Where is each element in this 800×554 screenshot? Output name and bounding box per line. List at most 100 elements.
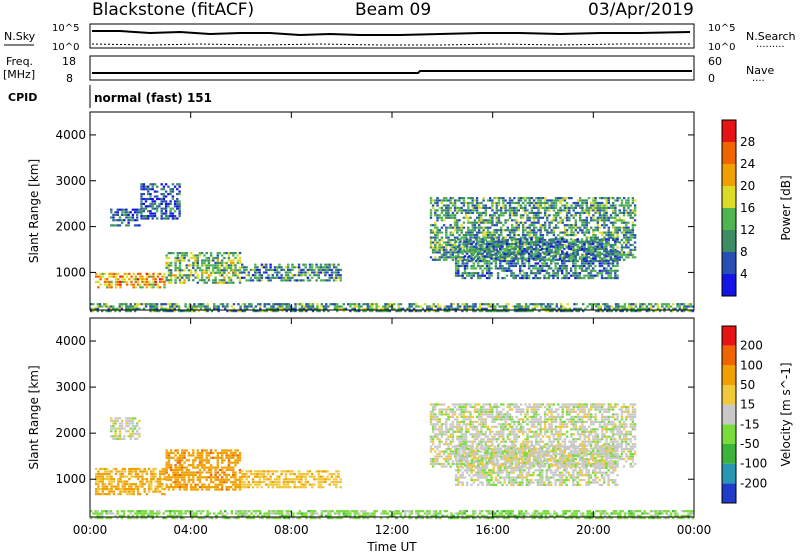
data-cell xyxy=(431,460,435,463)
data-cell xyxy=(431,423,435,426)
data-cell xyxy=(443,310,446,313)
data-cell xyxy=(397,303,400,306)
data-cell xyxy=(614,221,617,224)
data-cell xyxy=(522,216,525,219)
data-cell xyxy=(598,252,601,255)
data-cell xyxy=(581,199,584,202)
data-cell xyxy=(258,276,261,279)
data-cell xyxy=(358,307,361,310)
data-cell xyxy=(449,248,452,251)
data-cell xyxy=(158,483,162,486)
data-cell xyxy=(460,256,463,259)
data-cell xyxy=(205,256,208,260)
data-cell xyxy=(590,206,593,209)
data-cell xyxy=(207,279,211,282)
data-cell xyxy=(576,274,579,277)
data-cell xyxy=(513,206,516,209)
data-cell xyxy=(289,268,292,271)
data-cell xyxy=(178,259,182,262)
data-cell xyxy=(349,310,352,313)
data-cell xyxy=(169,215,172,218)
data-cell xyxy=(308,268,312,271)
colorbar-segment xyxy=(722,164,736,186)
data-cell xyxy=(645,305,649,308)
data-cell xyxy=(171,307,174,310)
data-cell xyxy=(311,276,314,279)
data-cell xyxy=(545,250,548,253)
data-cell xyxy=(568,226,571,229)
colorbar-segment xyxy=(722,208,736,230)
data-cell xyxy=(112,485,116,488)
data-cell xyxy=(598,238,602,242)
data-cell xyxy=(167,488,171,491)
data-cell xyxy=(609,221,613,224)
data-cell xyxy=(293,266,296,269)
data-cell xyxy=(440,455,444,458)
data-cell xyxy=(590,253,593,256)
data-cell xyxy=(477,257,480,260)
data-cell xyxy=(480,206,483,209)
data-cell xyxy=(142,217,145,220)
data-cell xyxy=(297,266,301,269)
data-cell xyxy=(201,271,204,274)
data-cell xyxy=(480,219,483,222)
data-cell xyxy=(167,459,171,462)
data-cell xyxy=(216,461,219,464)
data-cell xyxy=(150,472,153,476)
data-cell xyxy=(451,211,455,214)
data-cell xyxy=(282,486,285,489)
data-cell xyxy=(280,470,283,473)
data-cell xyxy=(251,478,255,481)
data-cell xyxy=(388,310,392,313)
data-cell xyxy=(627,214,630,217)
data-cell xyxy=(482,197,485,200)
data-cell xyxy=(521,264,524,268)
data-cell xyxy=(518,307,521,310)
data-cell xyxy=(125,475,129,478)
data-cell xyxy=(600,272,604,275)
data-cell xyxy=(297,475,301,478)
data-cell xyxy=(337,263,340,266)
data-cell xyxy=(189,271,193,274)
data-cell xyxy=(209,254,213,257)
data-cell xyxy=(429,216,433,219)
data-cell xyxy=(153,183,157,186)
data-cell xyxy=(665,305,668,308)
data-cell xyxy=(129,310,132,313)
data-cell xyxy=(508,248,512,251)
data-cell xyxy=(543,240,546,243)
data-cell xyxy=(534,267,537,270)
data-cell xyxy=(493,231,496,234)
data-cell xyxy=(121,475,124,478)
data-cell xyxy=(214,483,217,486)
data-cell xyxy=(457,267,460,270)
data-cell xyxy=(618,229,621,232)
data-cell xyxy=(454,262,458,265)
data-cell xyxy=(260,279,264,282)
data-cell xyxy=(205,486,208,489)
data-cell xyxy=(521,240,524,243)
data-cell xyxy=(622,197,626,200)
data-cell xyxy=(633,204,637,207)
data-cell xyxy=(164,202,168,205)
data-cell xyxy=(415,310,418,313)
data-cell xyxy=(431,465,435,468)
data-cell xyxy=(152,272,155,275)
data-cell xyxy=(481,274,484,277)
data-cell xyxy=(199,305,203,308)
data-cell xyxy=(229,279,233,282)
data-cell xyxy=(176,256,179,260)
data-cell xyxy=(165,449,168,452)
data-cell xyxy=(468,274,471,277)
data-cell xyxy=(561,272,564,275)
data-cell xyxy=(313,271,316,274)
data-cell xyxy=(123,278,127,281)
data-cell xyxy=(611,277,615,280)
data-cell xyxy=(232,264,235,267)
data-cell xyxy=(614,229,617,232)
data-cell xyxy=(184,303,187,306)
data-cell xyxy=(589,238,593,241)
data-cell xyxy=(287,271,290,274)
data-cell xyxy=(532,199,536,202)
data-cell xyxy=(629,251,632,254)
